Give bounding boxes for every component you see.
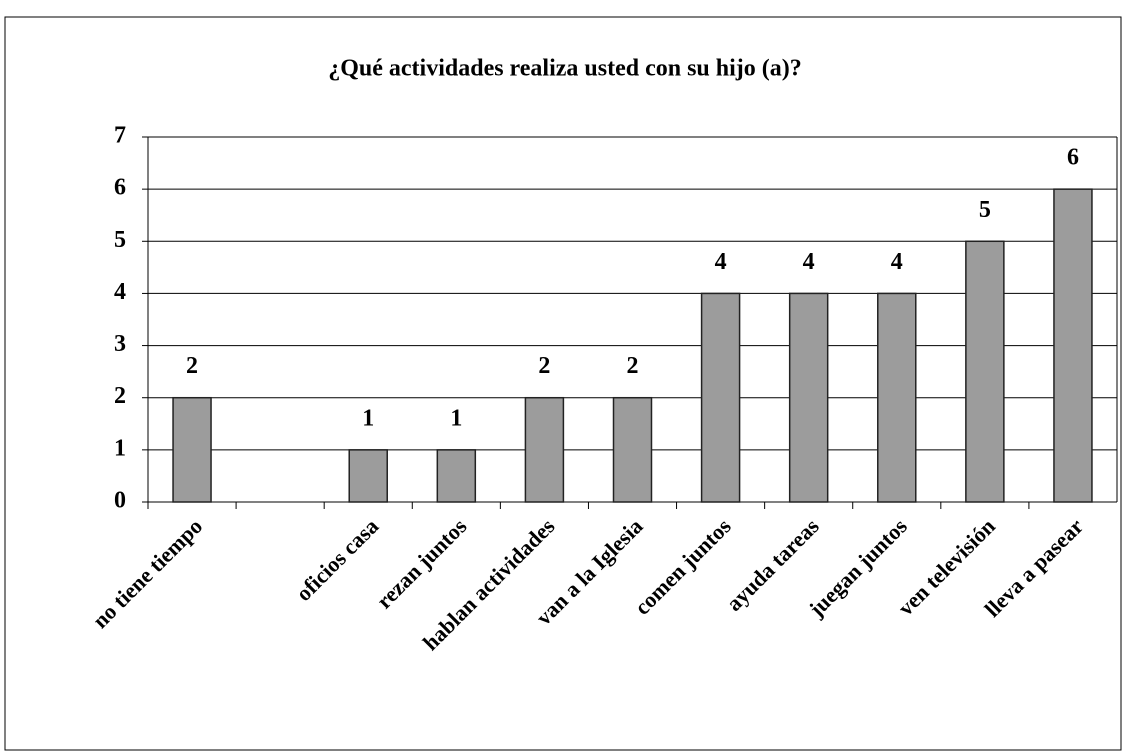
y-tick-label: 6	[114, 175, 126, 201]
value-label: 4	[715, 249, 727, 275]
y-tick-label: 7	[114, 123, 126, 149]
value-label: 1	[362, 405, 374, 431]
bar	[700, 292, 741, 503]
chart-frame	[4, 16, 1122, 751]
bar	[524, 396, 565, 503]
x-tick-label: oficios casa	[291, 513, 383, 605]
value-label: 4	[891, 249, 903, 275]
bar	[877, 292, 917, 503]
bar	[436, 449, 477, 503]
bar	[172, 396, 212, 503]
bar	[788, 292, 829, 503]
value-label: 2	[538, 353, 550, 379]
y-tick-label: 0	[114, 488, 126, 514]
y-tick-label: 1	[114, 435, 126, 461]
bar	[965, 240, 1005, 503]
chart-title: ¿Qué actividades realiza usted con su hi…	[328, 56, 802, 82]
value-label: 2	[627, 353, 639, 379]
value-label: 2	[186, 353, 198, 379]
y-tick-label: 5	[114, 227, 126, 253]
value-label: 6	[1067, 145, 1079, 171]
x-tick-label: no tiene tiempo	[88, 513, 208, 633]
y-tick-label: 2	[114, 383, 126, 409]
value-label: 4	[803, 249, 815, 275]
y-tick-label: 4	[114, 279, 126, 305]
y-tick-label: 3	[114, 331, 126, 357]
bar	[1053, 188, 1093, 503]
bar	[348, 449, 388, 503]
value-label: 1	[450, 405, 462, 431]
bar	[612, 396, 653, 503]
value-label: 5	[979, 197, 991, 223]
